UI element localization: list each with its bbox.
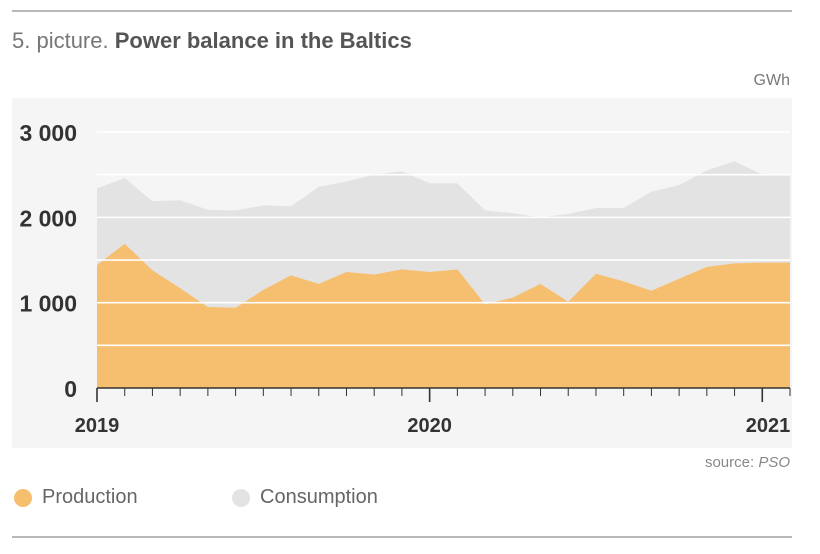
top-rule (12, 10, 792, 12)
production-area (97, 243, 790, 388)
source-note: source: PSO (705, 454, 790, 471)
source-name: PSO (758, 454, 790, 471)
x-tick-label: 2019 (75, 415, 120, 437)
production-swatch (14, 488, 32, 507)
y-tick-label: 3 000 (19, 120, 77, 146)
unit-label: GWh (753, 72, 790, 89)
x-tick-label: 2021 (746, 415, 791, 437)
legend-production: Production (14, 486, 138, 509)
legend-consumption: Consumption (232, 486, 378, 509)
picture-label: 5. picture. (12, 28, 109, 53)
source-label: source: (704, 454, 755, 471)
y-tick-label: 0 (64, 376, 77, 402)
bottom-rule (12, 536, 792, 538)
y-tick-label: 2 000 (19, 205, 77, 231)
x-tick-label: 2020 (407, 415, 452, 437)
consumption-swatch (232, 488, 250, 507)
title-text: Power balance in the Baltics (114, 28, 412, 53)
legend-consumption-label: Consumption (260, 486, 378, 508)
chart-title: 5. picture. Power balance in the Baltics (12, 28, 412, 54)
y-tick-label: 1 000 (19, 291, 77, 317)
legend-production-label: Production (42, 486, 138, 508)
